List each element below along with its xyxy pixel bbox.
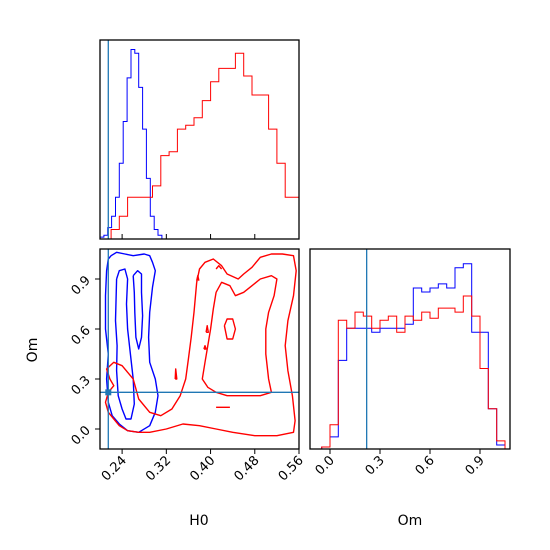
contour-series-1-level-1: [104, 251, 159, 433]
h0-marginal-frame: [99, 39, 300, 240]
om-marginal-tick-label-3: 0.6: [413, 453, 438, 478]
contour-frame: [99, 248, 300, 450]
contour-group: [104, 251, 297, 437]
h0-axis-title: H0: [189, 513, 208, 529]
contour-series-1-level-3: [132, 270, 144, 350]
h0-marginal-panel: [99, 39, 300, 240]
om-marginal-panel: 0.0 0.3 0.6 0.9: [309, 248, 511, 478]
om-tick-label-3: 0.6: [69, 323, 94, 348]
h0-tick-label-2: 0.32: [143, 453, 174, 484]
contour-series-2-level-9: [196, 275, 200, 281]
om-tick-label-4: 0.9: [69, 273, 94, 298]
om-axis-title-bottom: Om: [398, 513, 423, 529]
om-marginal-frame: [309, 248, 511, 450]
h0-tick-label-5: 0.56: [276, 453, 307, 484]
h0-tick-label-1: 0.24: [99, 453, 130, 484]
h0-om-contour-panel: 0.24 0.32 0.40 0.48 0.56 0.0 0.3 0.6 0.9: [69, 248, 307, 484]
h0-histogram-series-2: [110, 52, 300, 239]
contour-series-1-level-2: [114, 268, 136, 420]
h0-tick-label-3: 0.40: [187, 453, 218, 484]
om-tick-label-1: 0.0: [69, 423, 94, 448]
contour-series-2-level-4: [174, 368, 178, 380]
h0-histogram-series-1: [99, 49, 163, 239]
om-tick-label-2: 0.3: [69, 373, 94, 398]
contour-series-2-level-6: [205, 325, 210, 333]
om-marginal-tick-label-2: 0.3: [363, 453, 388, 478]
om-axis-title-left: Om: [25, 338, 41, 363]
om-marginal-tick-label-1: 0.0: [313, 453, 338, 478]
contour-series-2-level-3: [223, 318, 237, 340]
contour-series-2-level-1: [104, 253, 297, 437]
contour-series-2-level-2: [201, 275, 278, 397]
om-histogram-series-2: [321, 295, 506, 449]
h0-tick-label-4: 0.48: [232, 453, 263, 484]
contour-series-2-level-5: [203, 345, 207, 350]
contour-series-2-level-8: [215, 265, 223, 270]
truth-point-marker: [105, 389, 112, 396]
om-histogram-series-1: [321, 263, 506, 449]
om-marginal-tick-label-4: 0.9: [463, 453, 488, 478]
